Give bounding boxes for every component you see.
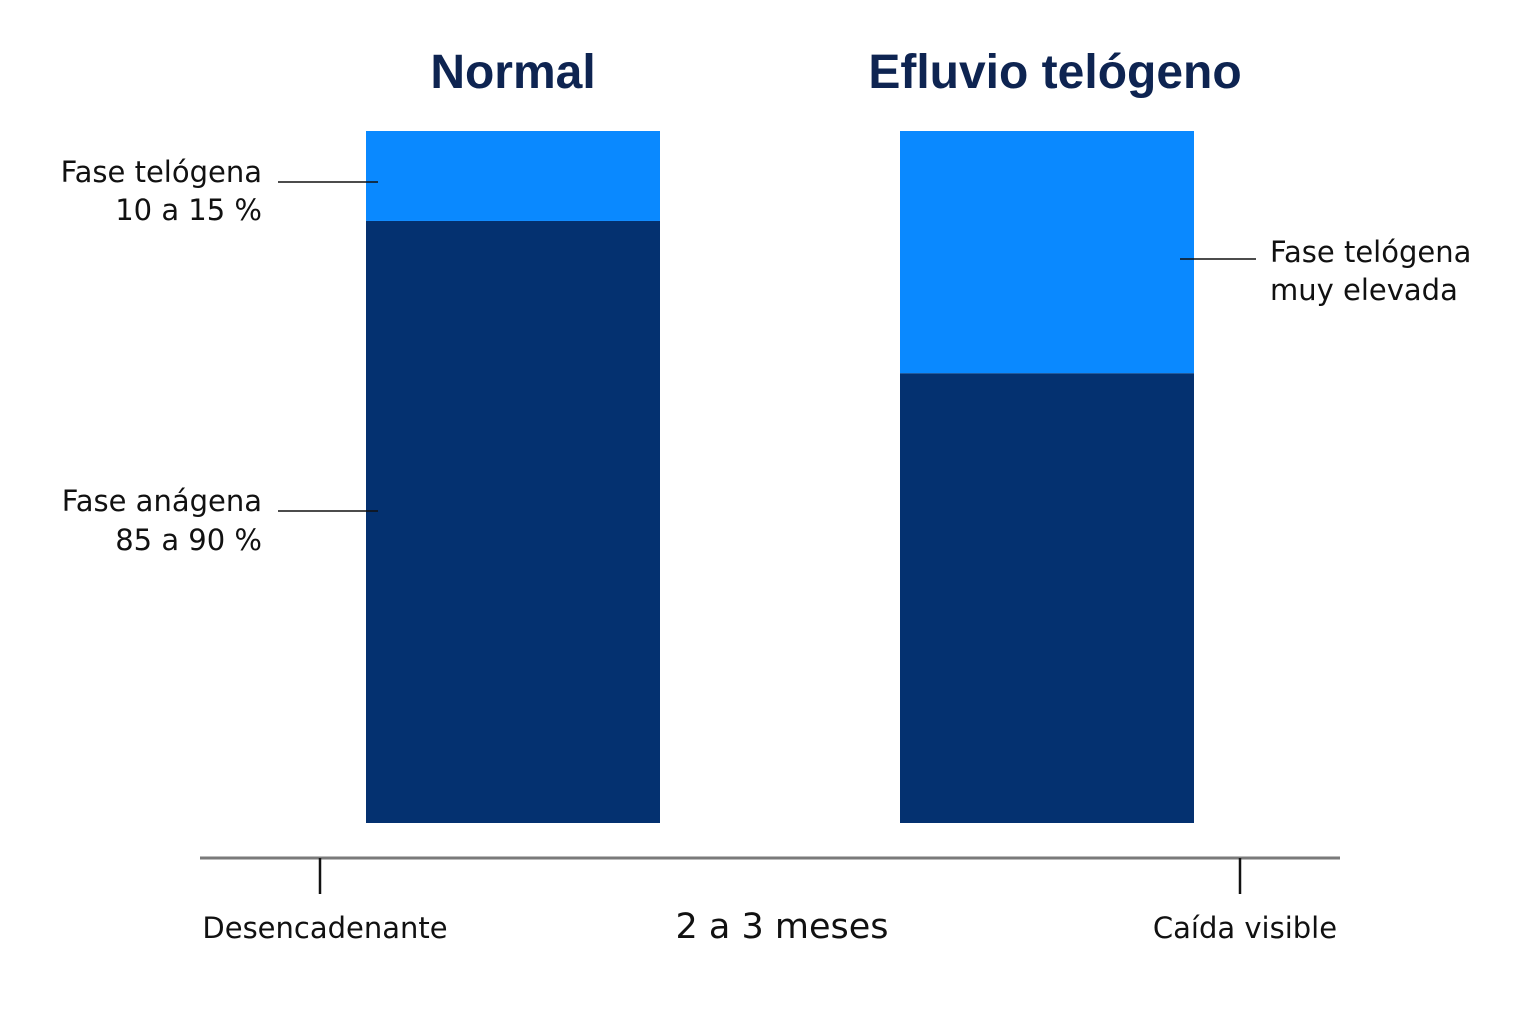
annotation-normal-telogen-phase: Fase telógena <box>61 155 262 189</box>
annotation-efluvio-telogen-phase: Fase telógena <box>1270 235 1471 269</box>
bars-layer <box>366 131 1194 823</box>
category-title-normal: Normal <box>430 46 595 99</box>
annotation-normal-anagen-range: 85 a 90 % <box>115 523 262 557</box>
bar-segment-normal-anagen <box>366 220 660 823</box>
bar-segment-efluvio-anagen <box>900 373 1194 823</box>
category-title-efluvio: Efluvio telógeno <box>868 46 1241 99</box>
category-titles: Normal Efluvio telógeno <box>430 46 1241 99</box>
bar-segment-efluvio-telogen <box>900 131 1194 374</box>
timeline-middle-label: 2 a 3 meses <box>676 907 889 947</box>
annotation-normal-anagen-phase: Fase anágena <box>62 484 262 518</box>
timeline-start-label: Desencadenante <box>202 911 447 945</box>
timeline-end-label: Caída visible <box>1153 911 1337 945</box>
annotations: Fase telógena 10 a 15 % Fase anágena 85 … <box>61 155 1472 557</box>
annotation-efluvio-telogen-level: muy elevada <box>1270 273 1458 307</box>
timeline: Desencadenante 2 a 3 meses Caída visible <box>200 856 1340 947</box>
annotation-normal-telogen-range: 10 a 15 % <box>115 193 262 227</box>
bar-segment-normal-telogen <box>366 131 660 221</box>
